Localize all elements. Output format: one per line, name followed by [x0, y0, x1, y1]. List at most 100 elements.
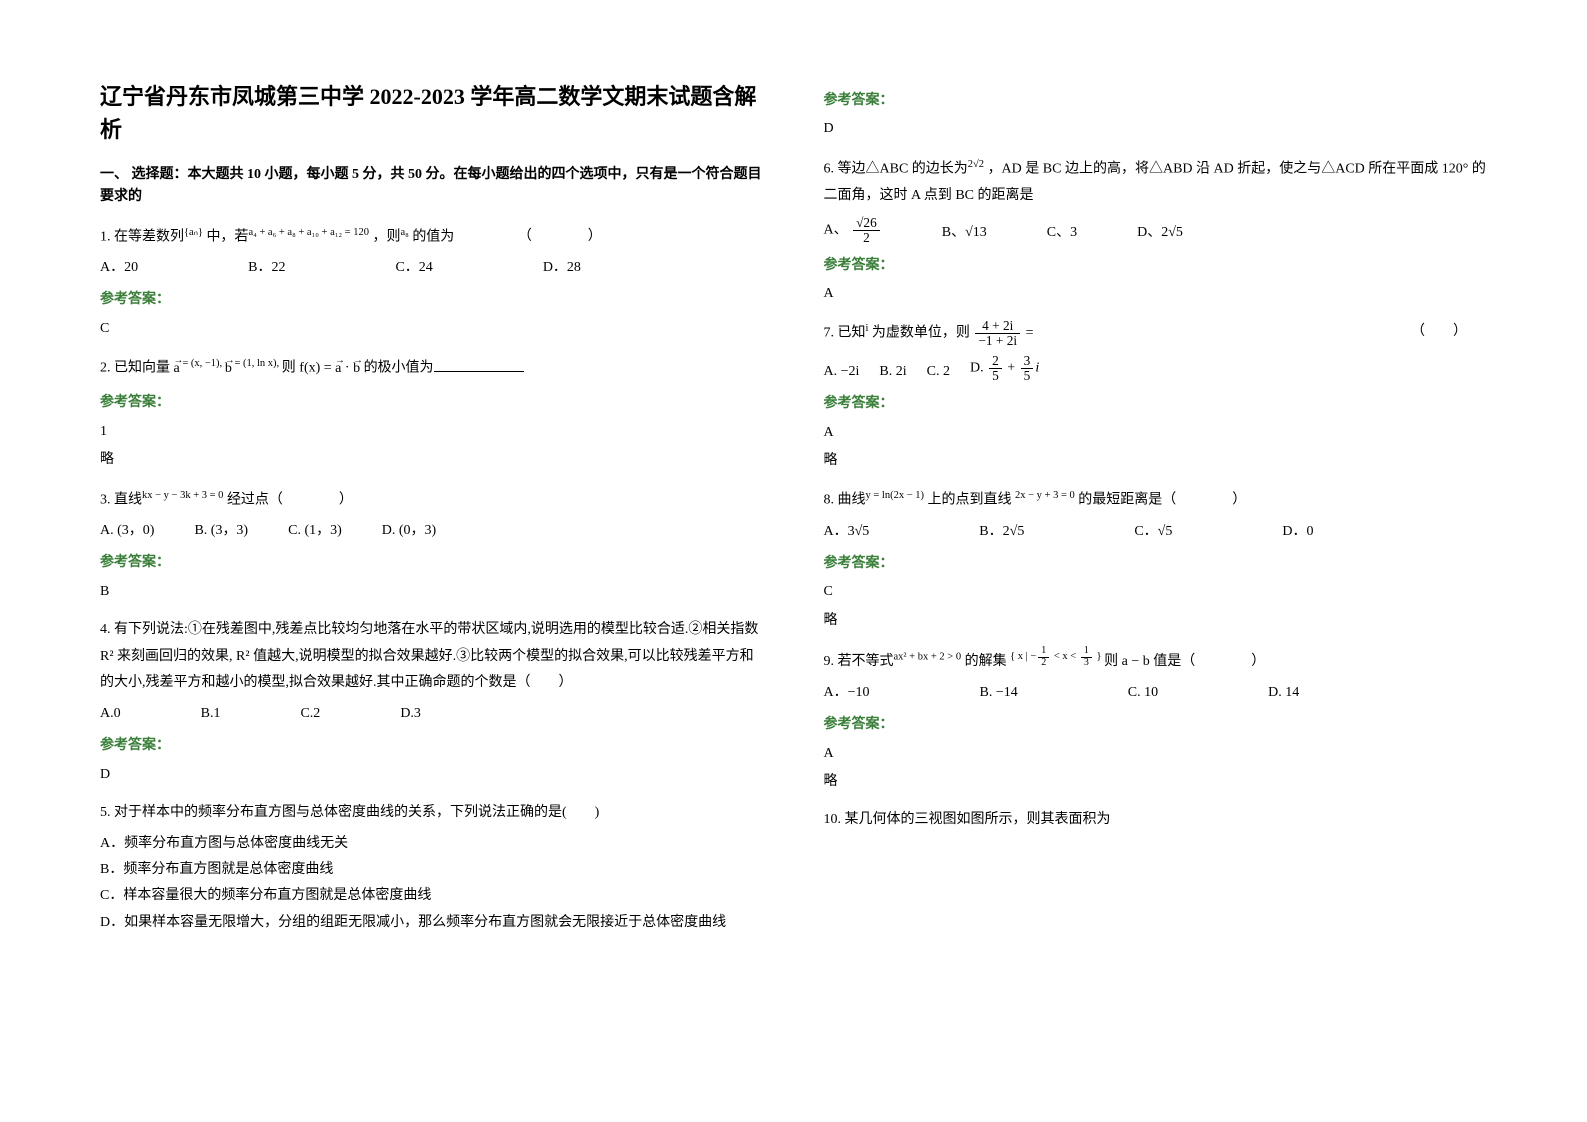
q9-note: 略 — [824, 771, 1488, 793]
q5-opt-a: A．频率分布直方图与总体密度曲线无关 — [100, 833, 764, 855]
q8-options: A．3√5 B．2√5 C．√5 D．0 — [824, 521, 1488, 543]
q2-answer: 1 — [100, 421, 764, 443]
question-10: 10. 某几何体的三视图如图所示，则其表面积为 — [824, 807, 1488, 834]
q7-answer: A — [824, 422, 1488, 444]
q9-f2n: 1 — [1081, 646, 1092, 657]
q3-opt-a: A. (3，0) — [100, 520, 154, 542]
question-4: 4. 有下列说法:①在残差图中,残差点比较均匀地落在水平的带状区域内,说明选用的… — [100, 617, 764, 697]
q7-eq: = — [1026, 326, 1034, 341]
question-5: 5. 对于样本中的频率分布直方图与总体密度曲线的关系，下列说法正确的是( ) — [100, 800, 764, 827]
q4-answer: D — [100, 764, 764, 786]
question-3: 3. 直线kx − y − 3k + 3 = 0 经过点（ ） — [100, 486, 764, 514]
q9-set-l: { x | − — [1010, 651, 1036, 662]
q6-edge: 2√2 — [968, 159, 984, 170]
q7-opt-c: C. 2 — [927, 361, 950, 383]
q6-answer-label: 参考答案： — [824, 255, 1488, 277]
q2-prefix: 2. 已知向量 — [100, 361, 170, 376]
q2-vec-b: b — [225, 361, 232, 376]
q2-dot-a: a — [335, 361, 341, 376]
q7-paren: （ ） — [1411, 319, 1467, 346]
q7-opt-d: D. 25 + 35i — [970, 354, 1039, 383]
q9-mid1: 的解集 — [965, 654, 1011, 669]
q8-answer: C — [824, 581, 1488, 603]
q7-d-t2n: 3 — [1021, 354, 1034, 369]
q9-mid2: 则 a − b 值是（ ） — [1104, 654, 1265, 669]
q7-den: −1 + 2i — [975, 334, 1020, 348]
q1-answer-label: 参考答案： — [100, 289, 764, 311]
q2-blank — [434, 358, 524, 372]
q9-options: A．−10 B. −14 C. 10 D. 14 — [824, 682, 1488, 704]
q7-d-t1d: 5 — [989, 369, 1002, 383]
q8-opt-c: C．√5 — [1134, 521, 1172, 543]
q7-opt-b: B. 2i — [879, 361, 906, 383]
q3-prefix: 3. 直线 — [100, 492, 142, 507]
q6-prefix: 6. 等边△ABC 的边长为 — [824, 161, 968, 176]
q9-set-m: < x < — [1051, 651, 1079, 662]
q9-opt-c: C. 10 — [1128, 682, 1158, 704]
q2-aval: = (x, −1), — [180, 358, 225, 369]
q7-d-i: i — [1035, 361, 1039, 376]
q6-opt-a: A、 √262 — [824, 216, 882, 245]
q7-d-plus: + — [1004, 361, 1019, 376]
q8-opt-d: D．0 — [1282, 521, 1313, 543]
q7-prefix: 7. 已知 — [824, 326, 866, 341]
q2-bval: = (1, ln x), — [232, 358, 282, 369]
q1-options: A．20 B．22 C．24 D．28 — [100, 257, 764, 279]
q9-f1d: 2 — [1038, 658, 1049, 668]
q4-opt-b: B.1 — [201, 703, 221, 725]
q1-expr: a₄ + a₆ + a₈ + a₁₀ + a₁₂ = 120 — [248, 227, 369, 238]
q5-opt-c: C．样本容量很大的频率分布直方图就是总体密度曲线 — [100, 885, 764, 907]
q7-mid1: 为虚数单位，则 — [872, 326, 974, 341]
q1-opt-c: C．24 — [395, 257, 432, 279]
q9-opt-d: D. 14 — [1268, 682, 1299, 704]
q6-a-label: A、 — [824, 222, 848, 237]
q3-options: A. (3，0) B. (3，3) C. (1，3) D. (0，3) — [100, 520, 764, 542]
q2-dot-b: b — [353, 361, 360, 376]
q4-options: A.0 B.1 C.2 D.3 — [100, 703, 764, 725]
q8-opt-a: A．3√5 — [824, 521, 870, 543]
q1-opt-b: B．22 — [248, 257, 285, 279]
q9-answer: A — [824, 743, 1488, 765]
q7-d-t1n: 2 — [989, 354, 1002, 369]
q2-mid: 则 f(x) = — [282, 361, 335, 376]
q1-prefix: 1. 在等差数列 — [100, 229, 184, 244]
q1-answer: C — [100, 318, 764, 340]
q5-answer-label: 参考答案： — [824, 90, 1488, 112]
q7-options: A. −2i B. 2i C. 2 D. 25 + 35i — [824, 354, 1488, 383]
question-8: 8. 曲线y = ln(2x − 1) 上的点到直线 2x − y + 3 = … — [824, 486, 1488, 514]
q8-suffix: 的最短距离是（ ） — [1078, 493, 1246, 508]
q8-line: 2x − y + 3 = 0 — [1015, 490, 1075, 501]
q9-opt-a: A．−10 — [824, 682, 870, 704]
q2-vec-a: a — [174, 361, 180, 376]
q8-curve: y = ln(2x − 1) — [866, 490, 925, 501]
q1-suffix: 的值为 — [412, 229, 454, 244]
q1-mid2: ，则 — [372, 229, 400, 244]
q9-opt-b: B. −14 — [980, 682, 1018, 704]
q6-opt-d: D、2√5 — [1137, 222, 1183, 244]
q9-f2d: 3 — [1081, 658, 1092, 668]
q6-a-den: 2 — [853, 231, 880, 245]
q7-note: 略 — [824, 450, 1488, 472]
q1-mid1: 中，若 — [206, 229, 248, 244]
q9-set-r: } — [1094, 651, 1102, 662]
q7-d-label: D. — [970, 361, 987, 376]
section-1-header: 一、 选择题：本大题共 10 小题，每小题 5 分，共 50 分。在每小题给出的… — [100, 164, 764, 209]
q4-answer-label: 参考答案： — [100, 735, 764, 757]
q3-answer-label: 参考答案： — [100, 552, 764, 574]
q7-num: 4 + 2i — [975, 319, 1020, 334]
q8-mid: 上的点到直线 — [928, 493, 1016, 508]
q7-i: i — [866, 323, 869, 334]
q4-opt-c: C.2 — [300, 703, 320, 725]
q2-answer-label: 参考答案： — [100, 392, 764, 414]
question-7: 7. 已知i 为虚数单位，则 4 + 2i−1 + 2i = （ ） — [824, 319, 1488, 348]
question-1: 1. 在等差数列{aₙ} 中，若a₄ + a₆ + a₈ + a₁₀ + a₁₂… — [100, 223, 764, 251]
q9-answer-label: 参考答案： — [824, 714, 1488, 736]
q1-opt-a: A．20 — [100, 257, 138, 279]
q1-term: a₈ — [400, 227, 408, 238]
q6-a-num: √26 — [853, 216, 880, 231]
q3-expr: kx − y − 3k + 3 = 0 — [142, 490, 223, 501]
q5-answer: D — [824, 118, 1488, 140]
q3-opt-c: C. (1，3) — [288, 520, 342, 542]
q5-opt-b: B．频率分布直方图就是总体密度曲线 — [100, 859, 764, 881]
q2-suffix: 的极小值为 — [364, 361, 434, 376]
